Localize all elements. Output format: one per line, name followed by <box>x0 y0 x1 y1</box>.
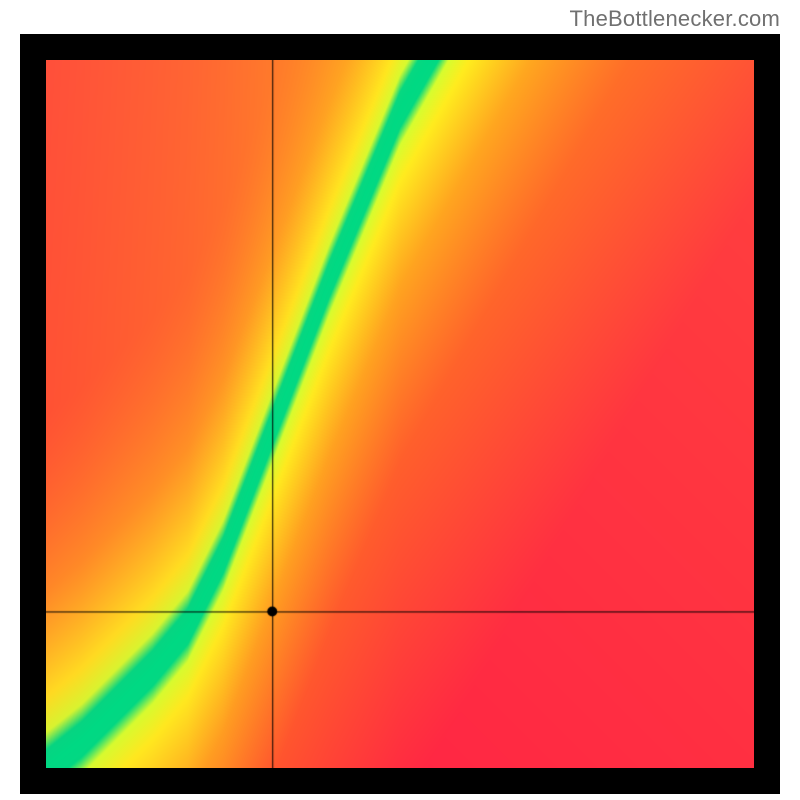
heatmap-canvas <box>46 60 754 768</box>
plot-frame <box>20 34 780 794</box>
watermark-text: TheBottlenecker.com <box>570 6 780 32</box>
